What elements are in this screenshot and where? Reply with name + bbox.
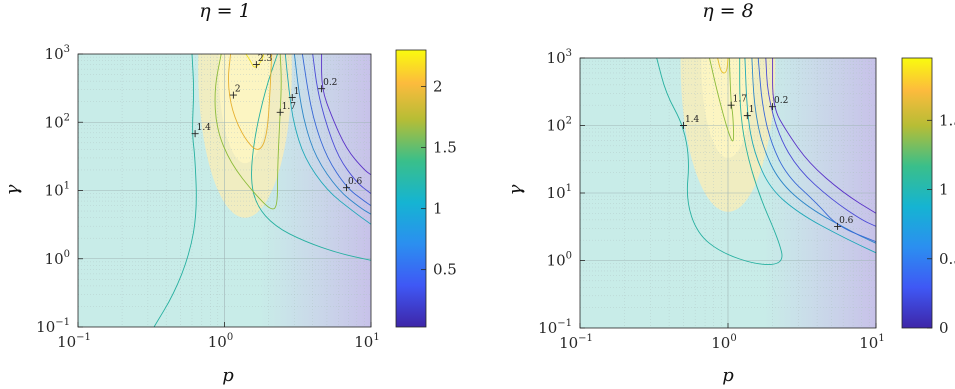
contour-label: 1.4	[197, 123, 212, 133]
contour-marker	[834, 222, 842, 230]
contour-label: 1.7	[733, 95, 748, 105]
y-axis-label: γ	[505, 184, 526, 195]
colorbar-gradient	[901, 57, 933, 329]
colorbar: 0.5 1 1.5 2	[395, 49, 457, 328]
y-tick-label: 101	[45, 181, 70, 200]
x-tick-label: 10−1	[57, 332, 91, 351]
contour-line-1	[709, 58, 735, 142]
y-axis: 10−1 100 101 102 103	[36, 44, 83, 336]
x-tick-label: 101	[354, 332, 379, 351]
contour-line-5	[284, 54, 371, 225]
colorbar-tick-label: 0	[939, 319, 949, 337]
contour-line-3	[744, 58, 876, 254]
contour-marker	[318, 85, 326, 93]
chart-title: η = 8	[702, 0, 753, 22]
colorbar-tick-label: 1	[939, 181, 949, 199]
contour-label: 0.6	[348, 177, 363, 187]
contour-label: 0.6	[839, 216, 854, 226]
contour-line-8	[312, 54, 371, 194]
x-axis-label: p	[722, 365, 734, 386]
y-tick-label: 103	[547, 48, 572, 67]
contour-marker	[743, 112, 751, 120]
y-tick-label: 10−1	[36, 317, 70, 336]
contour-line-1	[251, 54, 371, 261]
contour-marker	[769, 103, 777, 111]
colorbar-gradient	[395, 49, 427, 328]
contour-label: 2	[235, 85, 241, 95]
contour-marker	[252, 61, 260, 69]
y-tick-label: 102	[547, 116, 572, 135]
y-tick-label: 101	[547, 183, 572, 202]
colorbar-tick-label: 0.5	[433, 261, 457, 279]
contour-labels: 1.4 1.71 0.2 0.6	[679, 95, 854, 230]
contour-line-0	[656, 58, 783, 265]
contour-line-4	[245, 54, 265, 68]
colorbar-tick-label: 2	[433, 78, 443, 96]
chart-panel-eta-8: η = 81.41.710.20.610−1 100 101p10−11001011…	[505, 0, 955, 386]
contour-label: 0.2	[323, 78, 337, 88]
contour-line-6	[765, 58, 876, 227]
x-tick-label: 100	[208, 332, 233, 351]
contour-marker	[191, 130, 199, 138]
colorbar: 0 0.5 1 1.5	[901, 57, 955, 337]
x-axis-label: p	[222, 365, 234, 386]
y-tick-label: 100	[547, 251, 572, 270]
x-tick-label: 100	[711, 333, 736, 352]
contour-label: 1.7	[282, 102, 297, 112]
contour-marker	[679, 122, 687, 129]
contour-label: 1	[294, 87, 300, 97]
contour-line-0	[153, 54, 197, 327]
y-axis-label: γ	[2, 184, 23, 195]
y-tick-label: 103	[45, 44, 70, 63]
x-tick-label: 10−1	[559, 333, 593, 352]
contour-marker	[342, 184, 350, 192]
colorbar-tick-label: 1.5	[433, 139, 457, 157]
contour-label: 2.3	[258, 54, 273, 64]
contour-line-5	[757, 58, 876, 243]
chart-title: η = 1	[199, 0, 250, 22]
y-tick-label: 10−1	[538, 318, 572, 337]
y-tick-label: 102	[45, 112, 70, 131]
chart-panel-eta-1: η = 1 2.3 2 1 1.7 0.2 1.4 0.6 10−1 100 101 p 10−1 100…	[2, 0, 457, 386]
colorbar-tick-label: 1	[433, 200, 443, 218]
contour-marker	[288, 94, 296, 102]
contour-line-2	[717, 58, 729, 74]
colorbar-tick-label: 1.5	[939, 111, 955, 129]
contour-label: 0.2	[774, 96, 788, 106]
contour-label: 1	[749, 105, 755, 115]
contour-line-7	[301, 54, 371, 206]
contour-marker	[276, 108, 284, 116]
contour-line-3	[228, 54, 273, 150]
y-tick-label: 100	[45, 249, 70, 268]
contour-marker	[727, 101, 735, 109]
plot-area	[580, 58, 876, 328]
colorbar-tick-label: 0.5	[939, 250, 955, 268]
y-axis: 10−1 100 101 102 103	[538, 48, 585, 337]
contour-marker	[229, 91, 237, 99]
x-tick-label: 101	[859, 333, 884, 352]
plot-area	[78, 54, 371, 327]
contour-line-6	[293, 54, 371, 215]
contour-line-7	[772, 58, 876, 214]
grid	[78, 54, 371, 327]
contour-line-9	[321, 54, 371, 176]
contour-label: 1.4	[685, 115, 700, 125]
contour-labels: 2.3 2 1 1.7 0.2 1.4 0.6	[191, 54, 363, 192]
